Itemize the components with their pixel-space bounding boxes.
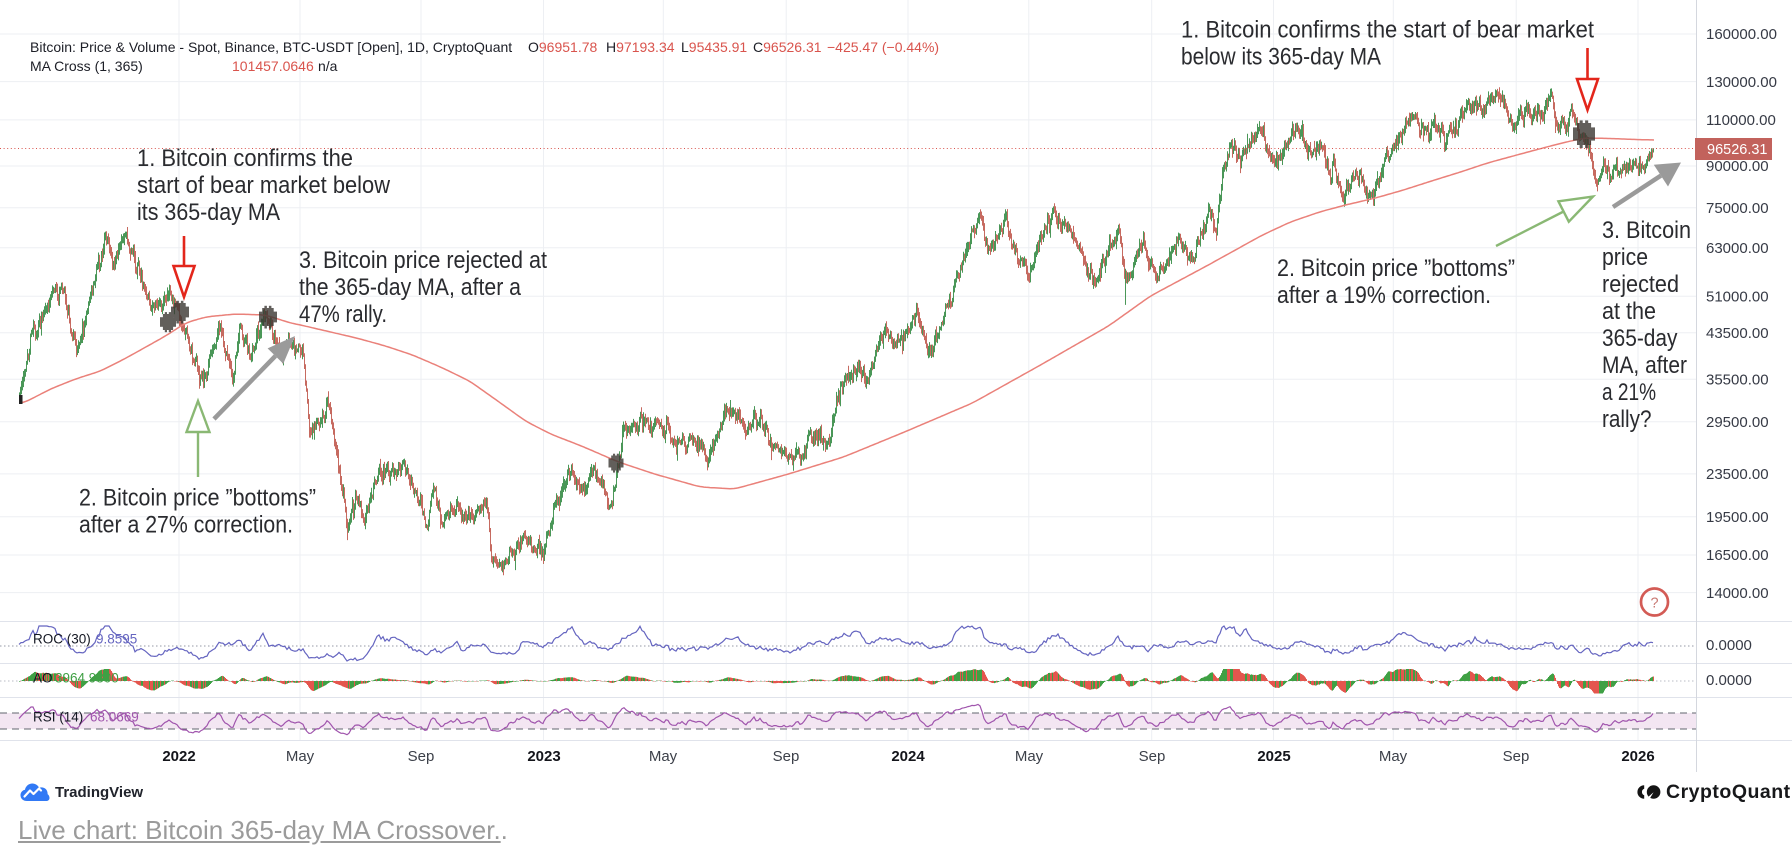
svg-text:Sep: Sep: [773, 748, 800, 765]
svg-text:the 365-day MA, after a: the 365-day MA, after a: [299, 274, 521, 301]
svg-text:rejected: rejected: [1602, 271, 1679, 298]
svg-text:MA, after: MA, after: [1602, 352, 1687, 379]
svg-text:130000.00: 130000.00: [1706, 74, 1777, 91]
svg-text:below its 365-day MA: below its 365-day MA: [1181, 44, 1382, 71]
svg-text:its 365-day MA: its 365-day MA: [137, 199, 281, 226]
svg-text:at the: at the: [1602, 298, 1656, 325]
svg-text:May: May: [1015, 748, 1044, 765]
svg-text:n/a: n/a: [318, 58, 338, 74]
svg-text:Sep: Sep: [1139, 748, 1166, 765]
svg-text:90000.00: 90000.00: [1706, 158, 1769, 175]
svg-text:63000.00: 63000.00: [1706, 240, 1769, 257]
svg-text:19500.00: 19500.00: [1706, 509, 1769, 526]
svg-text:L95435.91: L95435.91: [681, 39, 747, 55]
svg-text:rally?: rally?: [1602, 406, 1652, 433]
svg-text:51000.00: 51000.00: [1706, 289, 1769, 306]
svg-text:3. Bitcoin price rejected at: 3. Bitcoin price rejected at: [299, 247, 547, 274]
svg-text:ROC (30): ROC (30): [33, 632, 91, 647]
svg-text:35500.00: 35500.00: [1706, 371, 1769, 388]
svg-text:price: price: [1602, 244, 1648, 271]
svg-text:3964.9800: 3964.9800: [55, 671, 119, 686]
svg-text:?: ?: [1650, 596, 1658, 612]
svg-text:16500.00: 16500.00: [1706, 547, 1769, 564]
svg-text:2023: 2023: [527, 748, 560, 765]
svg-text:23500.00: 23500.00: [1706, 466, 1769, 483]
svg-text:3. Bitcoin: 3. Bitcoin: [1602, 217, 1691, 244]
svg-text:1. Bitcoin confirms the start: 1. Bitcoin confirms the start of bear ma…: [1181, 17, 1594, 44]
svg-text:2022: 2022: [162, 748, 195, 765]
svg-text:C96526.31: C96526.31: [753, 39, 822, 55]
svg-text:0.0000: 0.0000: [1706, 637, 1752, 654]
svg-text:68.0669: 68.0669: [90, 710, 139, 725]
svg-text:43500.00: 43500.00: [1706, 325, 1769, 342]
svg-text:2024: 2024: [891, 748, 925, 765]
svg-text:Bitcoin: Price & Volume - Spot: Bitcoin: Price & Volume - Spot, Binance,…: [30, 39, 512, 55]
svg-text:14000.00: 14000.00: [1706, 585, 1769, 602]
svg-text:Sep: Sep: [408, 748, 435, 765]
svg-text:1. Bitcoin confirms the: 1. Bitcoin confirms the: [137, 145, 353, 172]
svg-text:75000.00: 75000.00: [1706, 200, 1769, 217]
svg-text:Sep: Sep: [1503, 748, 1530, 765]
svg-text:May: May: [286, 748, 315, 765]
svg-text:a 21%: a 21%: [1602, 379, 1656, 406]
svg-text:96526.31: 96526.31: [1707, 142, 1767, 158]
svg-text:start of bear market below: start of bear market below: [137, 172, 390, 199]
svg-text:−425.47 (−0.44%): −425.47 (−0.44%): [827, 39, 939, 55]
svg-text:May: May: [1379, 748, 1408, 765]
svg-text:May: May: [649, 748, 678, 765]
svg-text:RSI (14): RSI (14): [33, 710, 83, 725]
svg-text:2. Bitcoin price ”bottoms”: 2. Bitcoin price ”bottoms”: [1277, 255, 1515, 282]
svg-text:after a 19% correction.: after a 19% correction.: [1277, 282, 1491, 309]
svg-text:AO: AO: [33, 671, 53, 686]
svg-text:101457.0646: 101457.0646: [232, 58, 314, 74]
svg-text:2026: 2026: [1621, 748, 1654, 765]
svg-text:0.0000: 0.0000: [1706, 672, 1752, 689]
svg-text:2. Bitcoin price ”bottoms”: 2. Bitcoin price ”bottoms”: [79, 485, 316, 512]
svg-text:9.8595: 9.8595: [96, 632, 137, 647]
svg-text:H97193.34: H97193.34: [606, 39, 675, 55]
svg-text:365-day: 365-day: [1602, 325, 1678, 352]
svg-text:MA Cross (1, 365): MA Cross (1, 365): [30, 58, 143, 74]
svg-text:after a 27% correction.: after a 27% correction.: [79, 512, 293, 539]
svg-text:160000.00: 160000.00: [1706, 26, 1777, 43]
svg-text:47% rally.: 47% rally.: [299, 301, 387, 328]
svg-text:29500.00: 29500.00: [1706, 414, 1769, 431]
svg-text:O96951.78: O96951.78: [528, 39, 597, 55]
svg-text:2025: 2025: [1257, 748, 1290, 765]
svg-text:110000.00: 110000.00: [1706, 112, 1776, 129]
